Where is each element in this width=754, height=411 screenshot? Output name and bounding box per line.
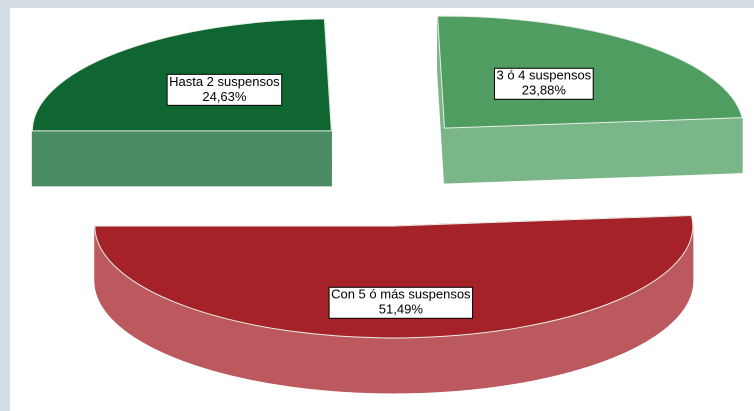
label-box bbox=[328, 286, 474, 319]
label-box bbox=[166, 73, 283, 106]
slice-label: Con 5 ó más suspensos bbox=[331, 287, 471, 302]
slice-value-label: 24,63% bbox=[202, 89, 247, 104]
slice-label: 3 ó 4 suspensos bbox=[497, 68, 592, 83]
slice-value-label: 51,49% bbox=[379, 302, 424, 317]
pie-slice bbox=[94, 214, 694, 339]
slice-edge-face bbox=[443, 117, 743, 184]
slice-value-label: 23,88% bbox=[522, 83, 567, 98]
slice-label: Hasta 2 suspensos bbox=[169, 74, 280, 89]
label-box bbox=[494, 67, 594, 100]
slice-edge-face bbox=[31, 130, 332, 187]
